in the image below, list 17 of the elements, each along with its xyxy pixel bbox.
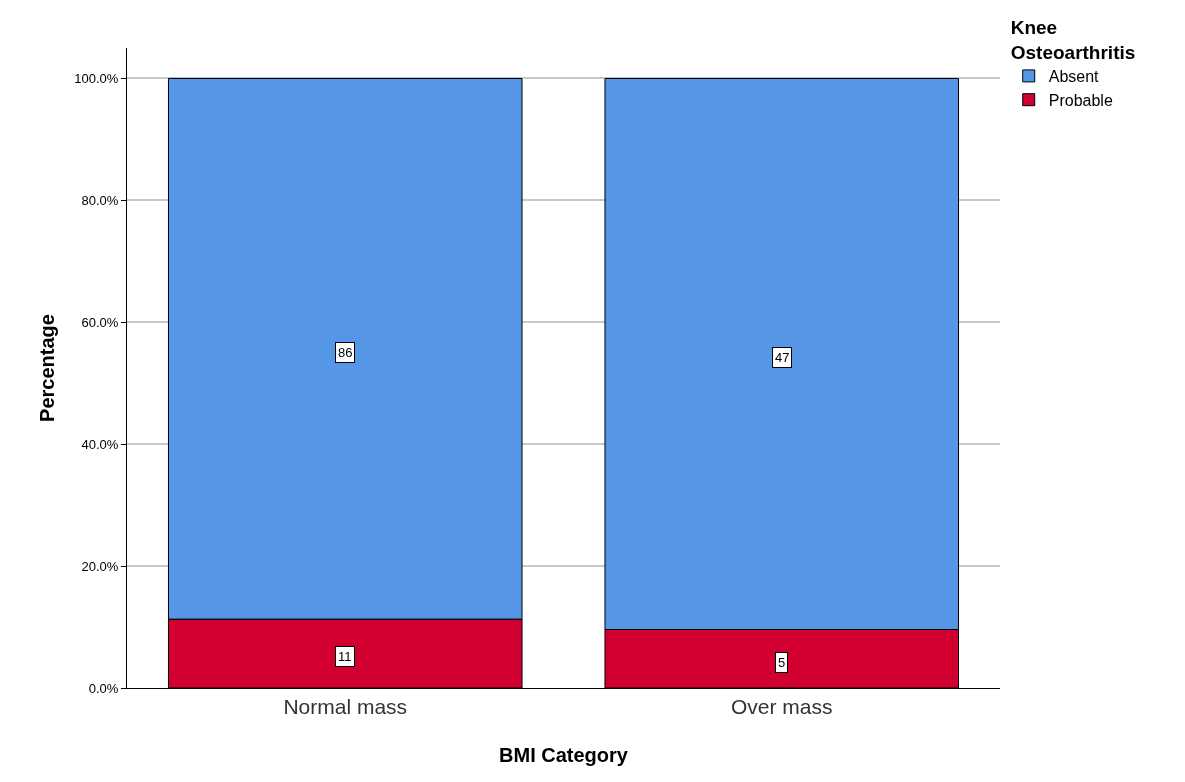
y-tick-label: 100.0% bbox=[74, 71, 119, 87]
legend-label: Probable bbox=[1048, 91, 1113, 109]
legend-label: Absent bbox=[1048, 68, 1100, 86]
x-tick-label: Normal mass bbox=[283, 695, 408, 719]
annotation: 5 bbox=[778, 655, 786, 670]
annotation: 47 bbox=[775, 350, 790, 365]
annotation: 11 bbox=[338, 649, 352, 664]
y-axis-title: Percentage bbox=[35, 314, 58, 422]
x-tick-label: Over mass bbox=[730, 695, 833, 719]
y-tick-label: 80.0% bbox=[81, 192, 119, 208]
x-axis-title: BMI Category bbox=[499, 743, 629, 766]
y-tick-label: 40.0% bbox=[81, 436, 119, 452]
y-tick-label: 60.0% bbox=[81, 314, 119, 330]
legend-title: Knee Osteoarthritis bbox=[1010, 17, 1136, 63]
annotation: 86 bbox=[338, 345, 353, 360]
y-tick-label: 0.0% bbox=[88, 680, 119, 696]
y-tick-label: 20.0% bbox=[81, 558, 119, 574]
